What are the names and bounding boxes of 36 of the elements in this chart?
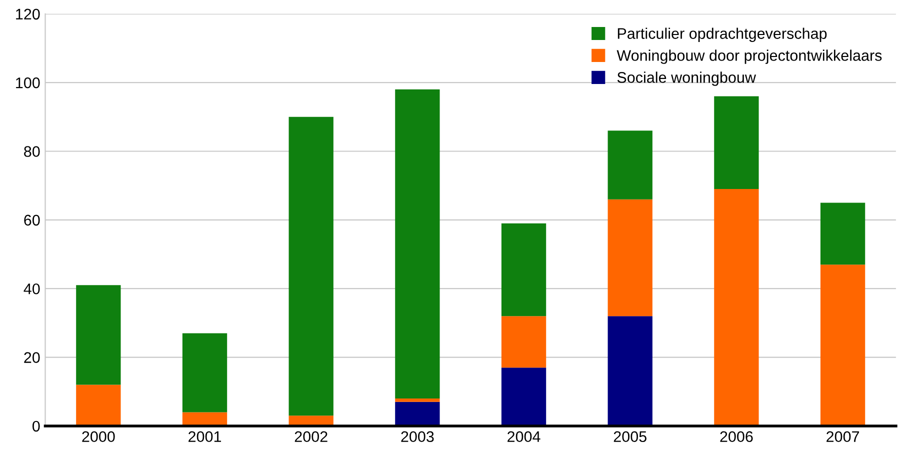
x-tick-label: 2002 <box>294 431 328 442</box>
bar <box>76 285 121 385</box>
y-tick-label: 40 <box>24 283 40 294</box>
bar <box>714 96 759 190</box>
y-tick-label: 60 <box>24 214 40 226</box>
x-tick-label: 2003 <box>401 431 434 442</box>
x-tick-label: 2006 <box>720 431 753 442</box>
legend-label: Woningbouw door projectontwikkelaars <box>616 50 882 64</box>
bar <box>182 412 228 426</box>
x-tick-label: 2004 <box>508 431 540 442</box>
y-tick-label: 120 <box>16 8 40 20</box>
x-tick-label: 2005 <box>614 431 646 442</box>
bar <box>608 316 652 426</box>
legend-label: Particulier opdrachtgeverschap <box>618 28 827 42</box>
x-tick-label: 2007 <box>826 431 860 442</box>
bar <box>608 199 652 316</box>
bar <box>395 398 440 402</box>
bar <box>182 333 228 412</box>
bar <box>76 384 121 426</box>
bar <box>501 223 546 316</box>
legend-label: Sociale woningbouw <box>617 72 756 86</box>
bar <box>395 89 440 398</box>
x-tick-label: 2000 <box>82 431 115 442</box>
bar <box>501 368 546 426</box>
x-tick-label: 2001 <box>188 431 222 442</box>
bar <box>288 116 334 416</box>
bar <box>714 189 759 426</box>
y-tick-label: 100 <box>16 77 40 88</box>
y-tick-label: 0 <box>32 420 40 432</box>
bar <box>820 264 866 426</box>
y-tick-label: 80 <box>24 146 40 157</box>
bar <box>501 316 546 368</box>
bar <box>820 202 866 265</box>
bar <box>395 402 440 426</box>
bar <box>608 130 652 200</box>
y-tick-label: 20 <box>24 352 40 363</box>
